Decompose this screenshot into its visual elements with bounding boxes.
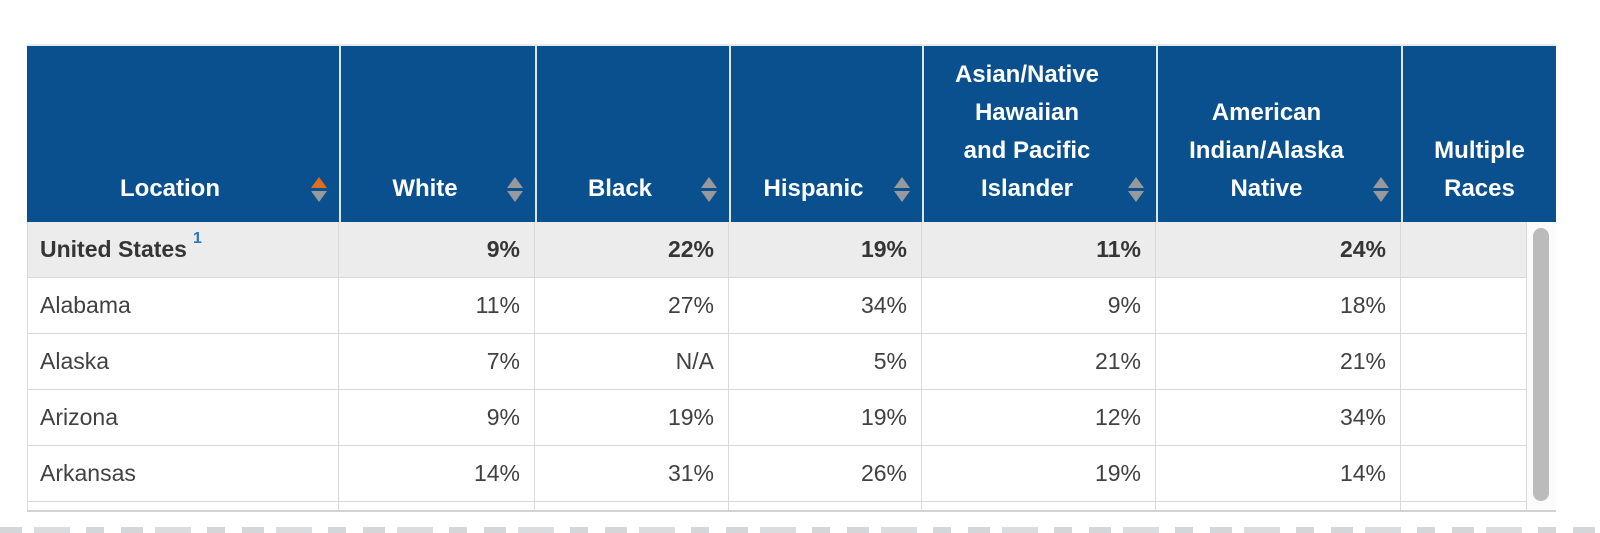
location-label: Arkansas: [40, 460, 136, 486]
value-cell: 9%: [339, 390, 535, 445]
value-cell: 12%: [922, 390, 1156, 445]
value-cell: 11%: [339, 278, 535, 333]
value-cell: 34%: [1156, 390, 1401, 445]
location-cell: [27, 502, 339, 510]
value-cell: 21%: [1156, 334, 1401, 389]
table-row-partial: [27, 502, 1527, 510]
value-cell: N/A: [535, 334, 729, 389]
vertical-scrollbar-thumb[interactable]: [1533, 228, 1549, 501]
value-cell: 24%: [1156, 222, 1401, 277]
location-cell: Arizona: [27, 390, 339, 445]
location-cell: Alabama: [27, 278, 339, 333]
location-label: United States: [40, 236, 187, 262]
value-cell: [1156, 502, 1401, 510]
value-cell: 9%: [339, 222, 535, 277]
sort-icon[interactable]: [1128, 177, 1144, 202]
value-cell: 5%: [729, 334, 922, 389]
table-rows: United States 1 9% 22% 19% 11% 24% Alabama 11% 27…: [27, 222, 1527, 510]
sort-down-arrow-icon: [311, 191, 327, 202]
value-cell: 14%: [1156, 446, 1401, 501]
location-label: Arizona: [40, 404, 118, 430]
location-cell: United States 1: [27, 222, 339, 277]
table-row-arkansas: Arkansas 14% 31% 26% 19% 14%: [27, 446, 1527, 502]
sort-icon[interactable]: [701, 177, 717, 202]
value-cell: 26%: [729, 446, 922, 501]
cropped-text-strip: [0, 527, 1600, 533]
column-header-label: Location: [120, 175, 220, 202]
value-cell: 19%: [535, 390, 729, 445]
sort-up-arrow-icon: [894, 177, 910, 188]
value-cell: [1401, 222, 1527, 277]
sort-down-arrow-icon: [894, 191, 910, 202]
column-header-label: Black: [587, 175, 653, 202]
value-cell: [1401, 446, 1527, 501]
value-cell: 19%: [729, 222, 922, 277]
value-cell: 34%: [729, 278, 922, 333]
sort-icon[interactable]: [311, 177, 327, 202]
sort-down-arrow-icon: [701, 191, 717, 202]
column-header-label: Multiple Races: [1434, 137, 1525, 202]
location-label: Alabama: [40, 292, 131, 318]
vertical-scrollbar[interactable]: [1527, 222, 1556, 510]
sort-icon[interactable]: [894, 177, 910, 202]
sort-down-arrow-icon: [507, 191, 523, 202]
table-header-row: Location White Black Hispanic Asian/Native H…: [27, 44, 1556, 222]
value-cell: [922, 502, 1156, 510]
location-cell: Arkansas: [27, 446, 339, 501]
location-cell: Alaska: [27, 334, 339, 389]
value-cell: [1401, 390, 1527, 445]
table-row-alabama: Alabama 11% 27% 34% 9% 18%: [27, 278, 1527, 334]
column-header-label: Hispanic: [763, 175, 864, 202]
value-cell: 14%: [339, 446, 535, 501]
table-body: United States 1 9% 22% 19% 11% 24% Alabama 11% 27…: [27, 222, 1556, 512]
value-cell: 22%: [535, 222, 729, 277]
column-header-label: White: [392, 175, 458, 202]
value-cell: 18%: [1156, 278, 1401, 333]
footnote-marker: 1: [192, 229, 202, 247]
value-cell: [1401, 502, 1527, 510]
value-cell: [1401, 278, 1527, 333]
value-cell: 27%: [535, 278, 729, 333]
table-row-alaska: Alaska 7% N/A 5% 21% 21%: [27, 334, 1527, 390]
sort-up-arrow-icon: [507, 177, 523, 188]
location-label: Alaska: [40, 348, 110, 374]
column-header-label: American Indian/Alaska Native: [1189, 99, 1344, 202]
sort-down-arrow-icon: [1128, 191, 1144, 202]
column-header-label: Asian/Native Hawaiian and Pacific Island…: [954, 61, 1100, 202]
value-cell: 7%: [339, 334, 535, 389]
column-header-location[interactable]: Location: [27, 46, 339, 222]
column-header-hispanic[interactable]: Hispanic: [729, 46, 922, 222]
column-header-multiple-races: Multiple Races: [1401, 46, 1556, 222]
sort-up-arrow-icon: [311, 177, 327, 188]
table-row-united-states: United States 1 9% 22% 19% 11% 24%: [27, 222, 1527, 278]
demographics-table: Location White Black Hispanic Asian/Native H…: [27, 44, 1556, 512]
table-row-arizona: Arizona 9% 19% 19% 12% 34%: [27, 390, 1527, 446]
value-cell: [729, 502, 922, 510]
sort-up-arrow-icon: [1128, 177, 1144, 188]
value-cell: [1401, 334, 1527, 389]
column-header-white[interactable]: White: [339, 46, 535, 222]
sort-down-arrow-icon: [1373, 191, 1389, 202]
sort-icon[interactable]: [507, 177, 523, 202]
value-cell: 19%: [729, 390, 922, 445]
value-cell: 9%: [922, 278, 1156, 333]
value-cell: 21%: [922, 334, 1156, 389]
value-cell: 31%: [535, 446, 729, 501]
value-cell: [339, 502, 535, 510]
value-cell: [535, 502, 729, 510]
sort-icon[interactable]: [1373, 177, 1389, 202]
column-header-asian-native-hawaiian-and-pacific-islander[interactable]: Asian/Native Hawaiian and Pacific Island…: [922, 46, 1156, 222]
value-cell: 19%: [922, 446, 1156, 501]
column-header-american-indian-alaska-native[interactable]: American Indian/Alaska Native: [1156, 46, 1401, 222]
sort-up-arrow-icon: [1373, 177, 1389, 188]
column-header-black[interactable]: Black: [535, 46, 729, 222]
value-cell: 11%: [922, 222, 1156, 277]
sort-up-arrow-icon: [701, 177, 717, 188]
